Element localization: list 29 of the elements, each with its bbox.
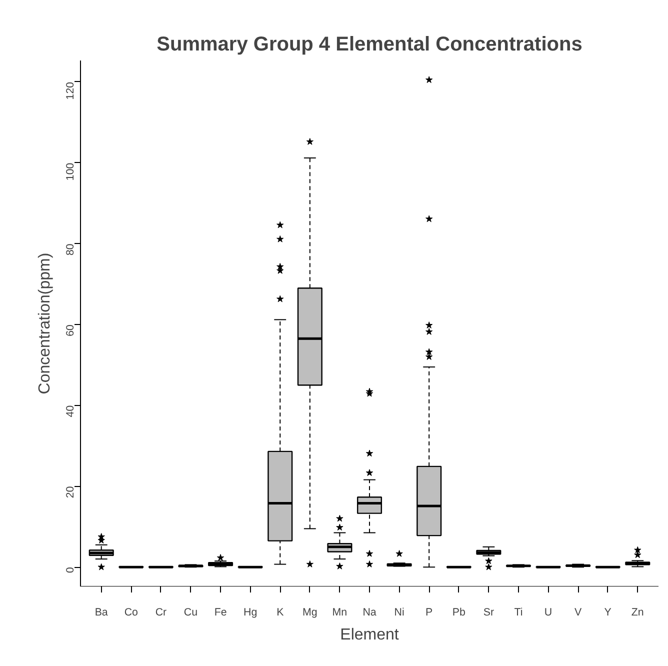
x-tick-label: Sr bbox=[483, 606, 494, 618]
x-tick-label: Mn bbox=[332, 606, 348, 618]
x-tick-label: P bbox=[426, 606, 433, 618]
x-tick-label: Ba bbox=[94, 606, 108, 618]
y-tick-label: 20 bbox=[64, 486, 76, 498]
y-tick-label: 80 bbox=[64, 244, 76, 256]
x-tick-label: Y bbox=[604, 606, 612, 618]
x-tick-label: Hg bbox=[244, 606, 258, 618]
x-tick-label: Pb bbox=[452, 606, 466, 618]
x-tick-label: Cr bbox=[155, 606, 168, 618]
x-tick-label: Co bbox=[124, 606, 138, 618]
y-tick-label: 0 bbox=[64, 567, 76, 574]
x-tick-label: Mg bbox=[302, 606, 318, 618]
x-tick-label: Cu bbox=[184, 606, 198, 618]
x-axis-title: Element bbox=[340, 626, 400, 644]
x-tick-label: Zn bbox=[631, 606, 644, 618]
y-tick-label: 40 bbox=[64, 405, 76, 418]
y-axis-title: Concentration(ppm) bbox=[36, 252, 54, 394]
x-tick-label: U bbox=[544, 606, 552, 618]
x-tick-label: Ni bbox=[394, 606, 404, 618]
x-tick-label: Na bbox=[362, 606, 376, 618]
y-tick-label: 120 bbox=[64, 82, 76, 100]
x-tick-label: K bbox=[276, 606, 284, 618]
y-tick-label: 60 bbox=[64, 324, 76, 336]
x-tick-label: Ti bbox=[514, 606, 523, 618]
x-tick-label: V bbox=[574, 606, 583, 618]
x-tick-label: Fe bbox=[214, 606, 227, 618]
chart-title: Summary Group 4 Elemental Concentrations bbox=[156, 34, 582, 56]
y-tick-label: 100 bbox=[64, 162, 76, 181]
